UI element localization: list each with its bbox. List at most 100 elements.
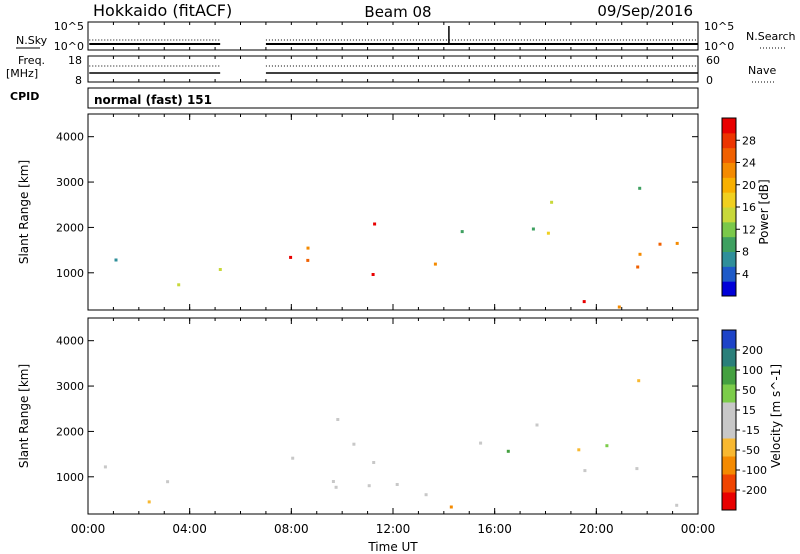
y-tick-label: 1000 <box>56 267 84 280</box>
velocity-colorbar-label: Velocity [m s^-1] <box>769 364 783 468</box>
echo-cell <box>577 448 581 452</box>
echo-cell <box>336 418 340 421</box>
echo-cell <box>635 467 639 471</box>
colorbar-swatch <box>722 402 736 421</box>
echo-cell <box>291 456 295 460</box>
beam-title: Beam 08 <box>364 3 431 21</box>
echo-cell <box>638 186 642 190</box>
colorbar-swatch <box>722 118 736 134</box>
velocity-y-axis: 1000 2000 3000 4000 <box>56 335 698 484</box>
colorbar-swatch <box>722 236 736 252</box>
nsearch-tick-top: 10^5 <box>704 20 734 33</box>
power-heatmap <box>114 186 679 309</box>
colorbar-swatch <box>722 348 736 367</box>
velocity-panel-frame <box>87 317 699 515</box>
echo-cell <box>531 227 535 231</box>
colorbar-swatch <box>722 192 736 208</box>
echo-cell <box>658 242 662 246</box>
echo-cell <box>637 379 641 383</box>
freq-label-1: Freq. <box>18 54 45 67</box>
velocity-y-label: Slant Range [km] <box>17 364 31 468</box>
freq-label-2: [MHz] <box>6 67 38 80</box>
freq-tick-bottom: 8 <box>75 74 82 87</box>
colorbar-swatch <box>722 281 736 297</box>
nsearch-tick-bottom: 10^0 <box>704 40 734 53</box>
echo-cell <box>506 449 510 453</box>
y-tick-label: 3000 <box>56 380 84 393</box>
cpid-panel-frame <box>87 87 699 109</box>
echo-cell <box>636 265 640 269</box>
date-title: 09/Sep/2016 <box>597 2 693 20</box>
nave-label: Nave <box>748 64 776 77</box>
colorbar-tick-label: 12 <box>742 223 756 236</box>
colorbar-tick-label: -50 <box>742 444 760 457</box>
colorbar-tick-label: 20 <box>742 179 756 192</box>
power-y-label: Slant Range [km] <box>17 160 31 264</box>
echo-cell <box>535 423 539 427</box>
colorbar-swatch <box>722 221 736 238</box>
freq-tick-top: 18 <box>68 54 82 67</box>
echo-cell <box>582 300 586 304</box>
nsearch-label: N.Search <box>746 30 796 43</box>
echo-cell <box>166 480 170 484</box>
echo-cell <box>372 461 376 464</box>
colorbar-swatch <box>722 330 736 349</box>
cpid-label: CPID <box>10 90 39 103</box>
colorbar-swatch <box>722 266 736 282</box>
colorbar-swatch <box>722 251 736 267</box>
cpid-mode-text: normal (fast) 151 <box>94 93 212 107</box>
colorbar-frame <box>721 329 737 511</box>
colorbar-tick-label: 100 <box>742 364 763 377</box>
colorbar-tick-label: 200 <box>742 344 763 357</box>
x-tick-label: 12:00 <box>376 522 411 536</box>
echo-cell <box>334 485 338 489</box>
x-tick-label: 00:00 <box>681 522 716 536</box>
colorbar-swatch <box>722 366 736 385</box>
velocity-heatmap <box>103 379 679 509</box>
colorbar-swatch <box>722 420 736 439</box>
colorbar-swatch <box>722 147 736 163</box>
x-tick-label: 04:00 <box>172 522 207 536</box>
colorbar-swatch <box>722 474 736 493</box>
echo-cell <box>550 200 554 204</box>
x-tick-label: 00:00 <box>71 522 106 536</box>
echo-cell <box>479 441 483 445</box>
colorbar-tick-label: -200 <box>742 484 767 497</box>
echo-cell <box>306 246 310 250</box>
colorbar-tick-label: -15 <box>742 424 760 437</box>
x-axis-label: Time UT <box>367 540 418 554</box>
nsky-tick-bottom: 10^0 <box>54 40 84 53</box>
colorbar-tick-label: 4 <box>742 268 749 281</box>
colorbar-swatch <box>722 177 736 193</box>
station-title: Hokkaido (fitACF) <box>93 1 232 20</box>
freq-trace <box>89 65 698 74</box>
echo-cell <box>605 444 609 448</box>
y-tick-label: 3000 <box>56 176 84 189</box>
echo-cell <box>546 231 550 235</box>
echo-cell <box>449 505 453 509</box>
echo-cell <box>424 493 428 497</box>
nsky-trace <box>89 26 698 45</box>
x-tick-label: 16:00 <box>477 522 512 536</box>
nave-tick-bottom: 0 <box>706 74 713 87</box>
nsky-panel-frame <box>87 21 699 51</box>
echo-cell <box>103 465 107 469</box>
echo-cell <box>147 500 151 504</box>
echo-cell <box>460 230 464 234</box>
y-tick-label: 4000 <box>56 131 84 144</box>
x-tick-label: 08:00 <box>274 522 309 536</box>
echo-cell <box>433 262 437 266</box>
echo-cell <box>583 469 587 473</box>
echo-cell <box>177 283 181 287</box>
echo-cell <box>331 480 335 483</box>
power-y-axis: 1000 2000 3000 4000 <box>56 131 698 280</box>
echo-cell <box>289 255 293 259</box>
y-tick-label: 2000 <box>56 221 84 234</box>
power-panel-frame <box>87 113 699 311</box>
power-colorbar: 28 24 20 16 12 8 4 <box>721 117 756 297</box>
colorbar-swatch <box>722 456 736 475</box>
echo-cell <box>675 503 679 507</box>
colorbar-swatch <box>722 162 736 178</box>
colorbar-tick-label: 50 <box>742 384 756 397</box>
echo-cell <box>367 484 371 488</box>
